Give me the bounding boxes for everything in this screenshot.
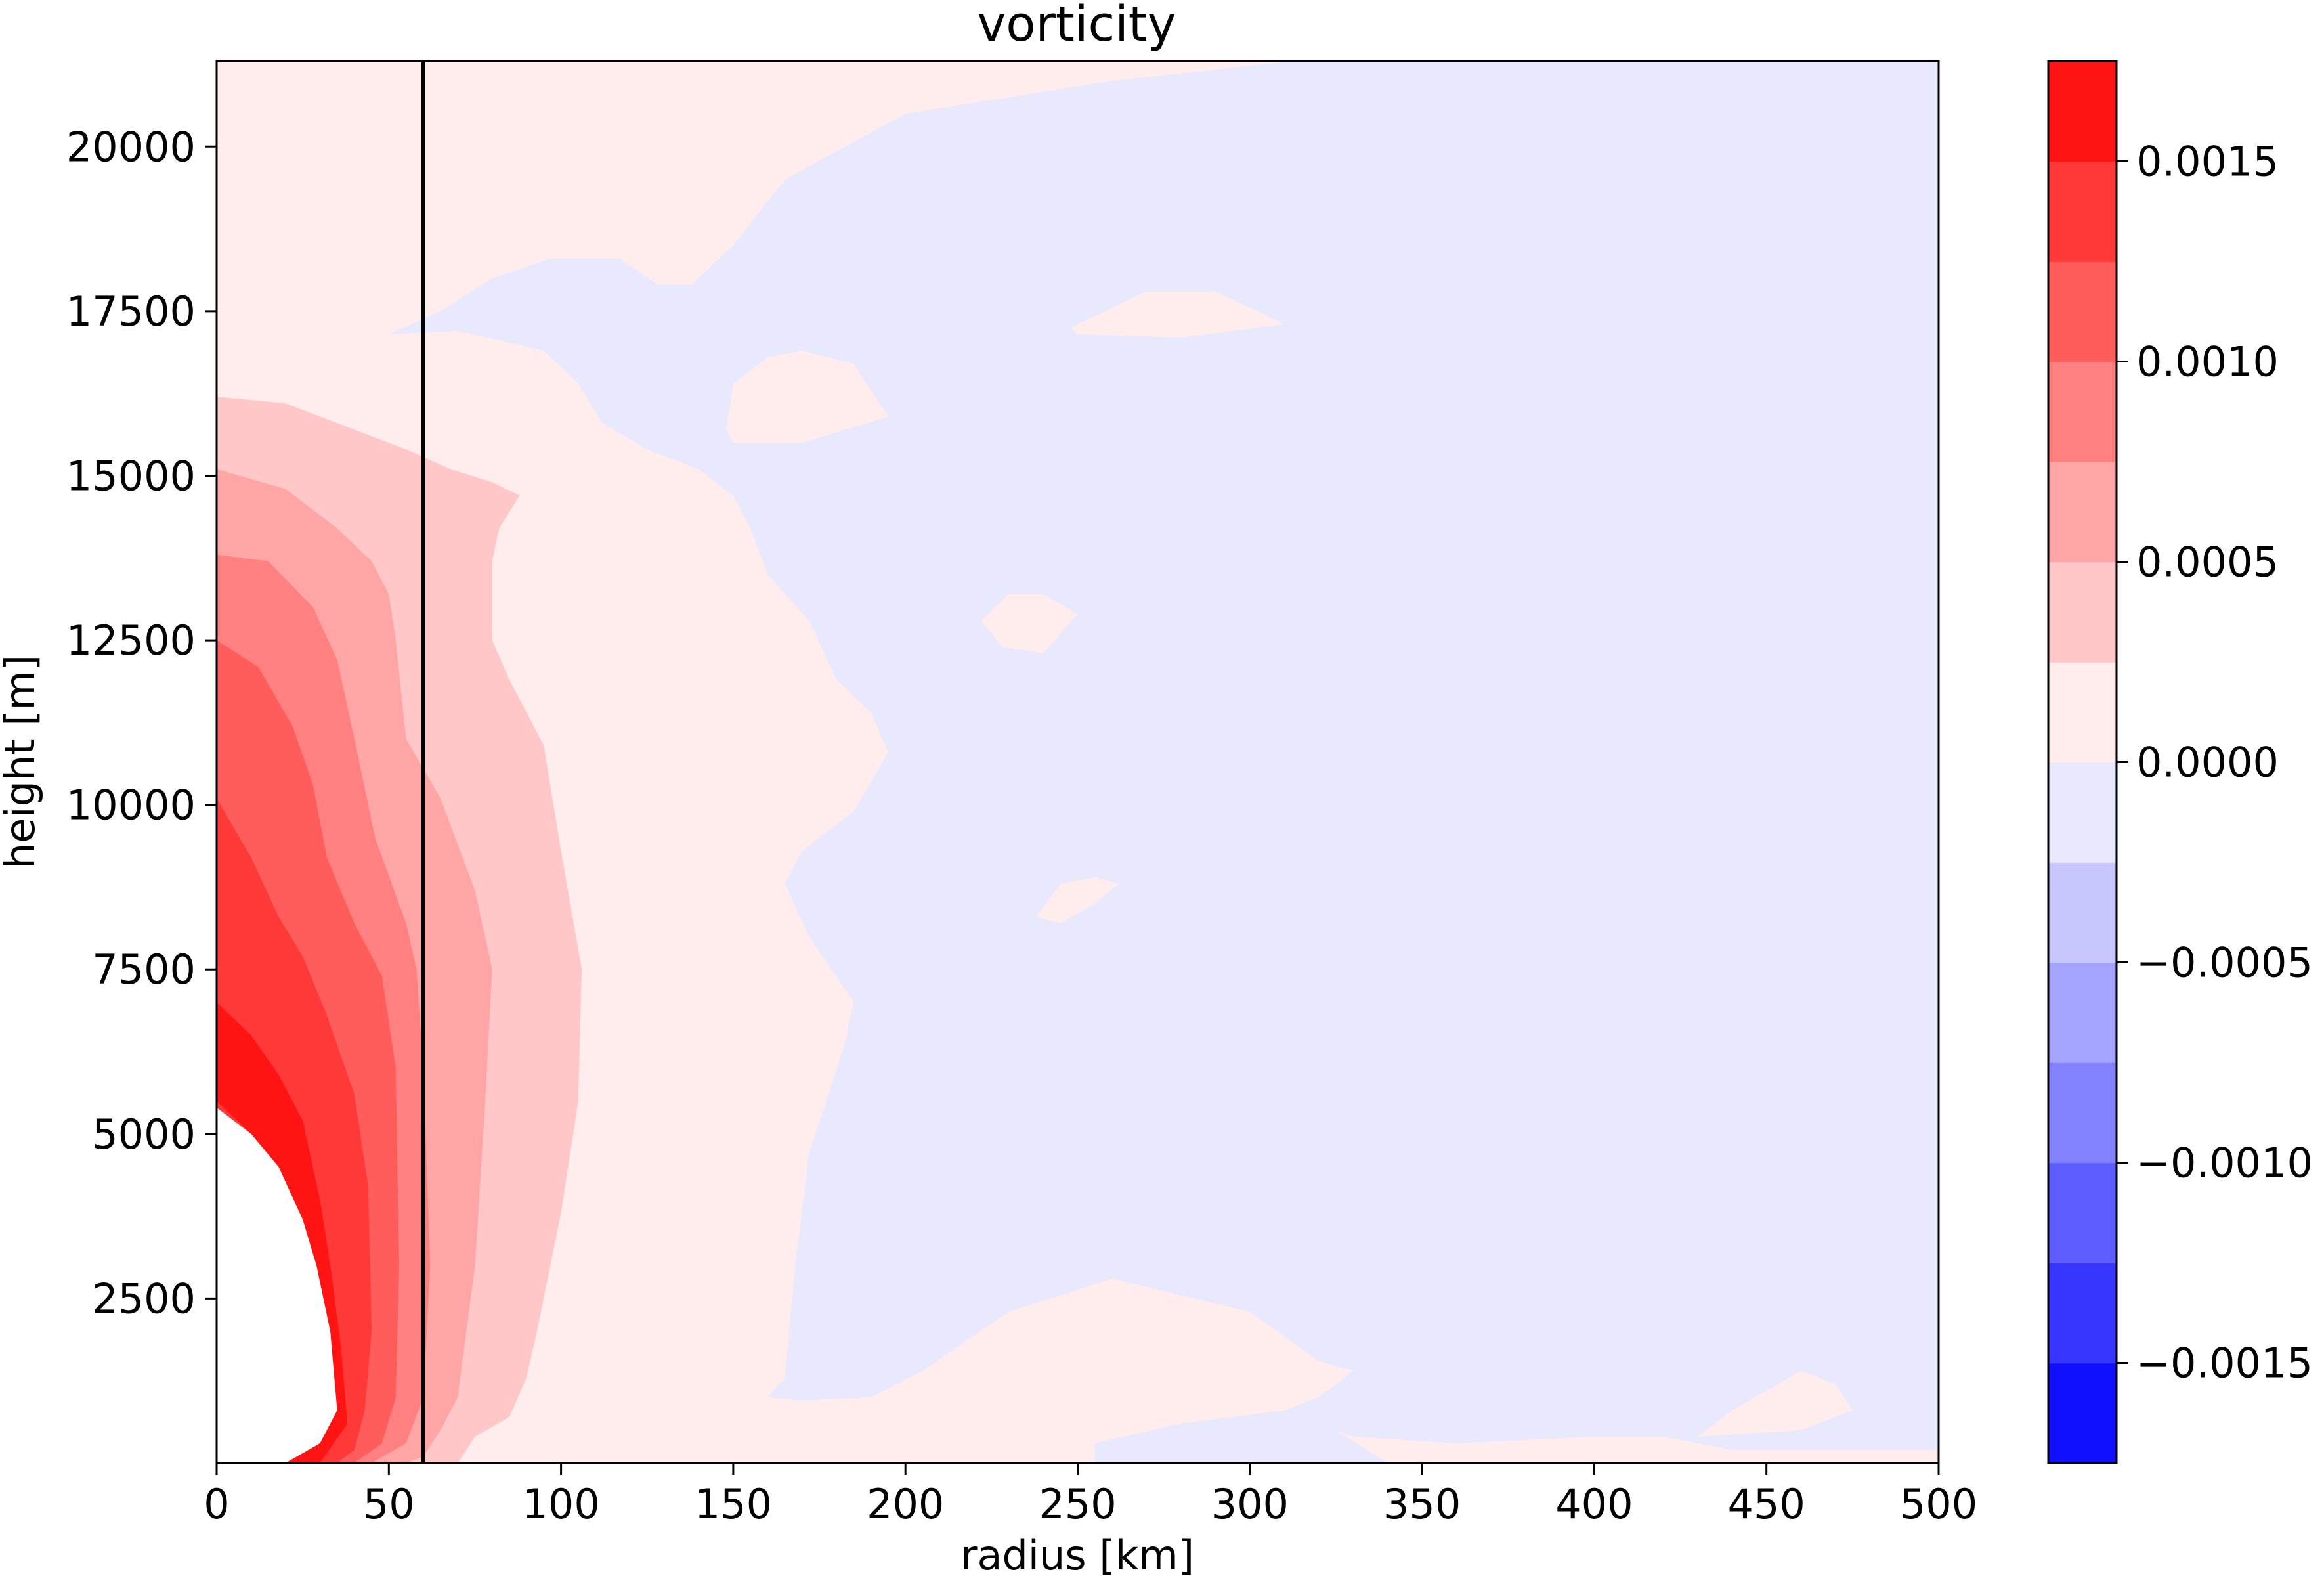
colorbar-segment <box>2048 862 2117 963</box>
y-tick-label: 2500 <box>92 1275 196 1323</box>
plot-area <box>215 60 1940 1464</box>
contour-region-5 <box>981 594 1078 654</box>
x-tick-label: 400 <box>1555 1480 1633 1528</box>
y-tick-label: 17500 <box>66 288 196 336</box>
x-tick-label: 350 <box>1383 1480 1461 1528</box>
colorbar-segment <box>2048 1363 2117 1464</box>
colorbar-segment <box>2048 762 2117 863</box>
contour-region-12 <box>217 1002 348 1463</box>
y-tick-label: 7500 <box>92 946 196 994</box>
y-tick-label: 10000 <box>66 781 196 829</box>
chart-title: vorticity <box>977 0 1176 53</box>
x-tick-label: 450 <box>1728 1480 1805 1528</box>
colorbar-segment <box>2048 1162 2117 1263</box>
colorbar: −0.0015 −0.0010 −0.0005 0.0000 0.0005 0.0010 0… <box>2047 60 2313 1464</box>
y-axis-label: height [m] <box>0 655 44 869</box>
colorbar-tick-label: 0.0000 <box>2136 739 2279 787</box>
colorbar-segment <box>2048 561 2117 663</box>
x-tick-label: 200 <box>867 1480 944 1528</box>
colorbar-tick-label: 0.0015 <box>2136 138 2279 186</box>
colorbar-segment <box>2048 361 2117 462</box>
x-tick-label: 100 <box>522 1480 599 1528</box>
colorbar-segment <box>2048 61 2117 162</box>
x-tick-label: 150 <box>695 1480 772 1528</box>
colorbar-segment <box>2048 161 2117 262</box>
colorbar-tick-label: 0.0010 <box>2136 338 2279 386</box>
x-tick-label: 50 <box>363 1480 415 1528</box>
colorbar-segment <box>2048 261 2117 362</box>
y-axis: 2500 5000 7500 10000 12500 15000 17500 20000 <box>66 123 217 1323</box>
y-tick-label: 5000 <box>92 1110 196 1158</box>
x-tick-label: 500 <box>1900 1480 1977 1528</box>
colorbar-tick-label: −0.0010 <box>2136 1139 2313 1187</box>
colorbar-tick-label: −0.0005 <box>2136 939 2313 987</box>
y-tick-label: 20000 <box>66 123 196 171</box>
colorbar-tick-label: −0.0015 <box>2136 1340 2313 1388</box>
x-axis-label: radius [km] <box>960 1531 1194 1576</box>
x-tick-label: 250 <box>1039 1480 1116 1528</box>
contour-region-6 <box>1036 877 1119 924</box>
colorbar-segment <box>2048 662 2117 763</box>
y-tick-label: 15000 <box>66 452 196 500</box>
x-tick-label: 0 <box>204 1480 229 1528</box>
colorbar-tick-label: 0.0005 <box>2136 538 2279 586</box>
contour-region-4 <box>1071 291 1285 338</box>
contour-region-1 <box>1336 1430 1939 1463</box>
x-axis: 0 50 100 150 200 250 300 350 400 450 500 <box>204 1463 1977 1528</box>
contour-region-2 <box>1697 1370 1853 1437</box>
contour-region-13 <box>217 1107 337 1463</box>
contour-regions <box>217 61 1939 1463</box>
y-tick-label: 12500 <box>66 617 196 665</box>
colorbar-segment <box>2048 462 2117 563</box>
colorbar-segment <box>2048 962 2117 1063</box>
x-tick-label: 300 <box>1211 1480 1289 1528</box>
colorbar-segment <box>2048 1263 2117 1364</box>
contour-region-3 <box>726 351 888 443</box>
colorbar-segment <box>2048 1062 2117 1164</box>
